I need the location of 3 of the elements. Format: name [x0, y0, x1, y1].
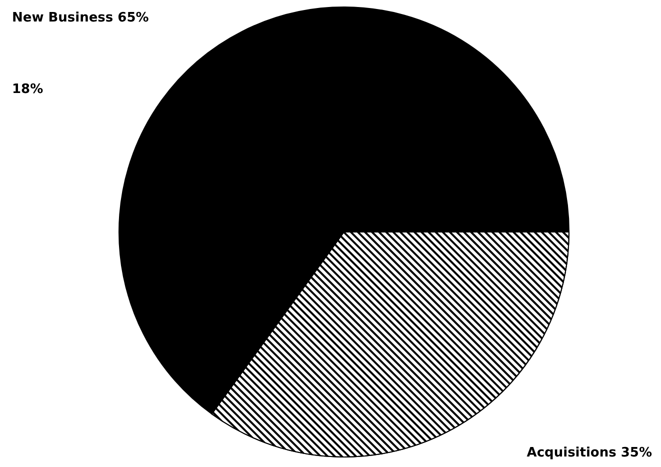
text: 18% [12, 82, 44, 97]
slice-label: Acquisitions 35% [526, 446, 652, 460]
slice-label: New Business 65% [12, 10, 149, 26]
